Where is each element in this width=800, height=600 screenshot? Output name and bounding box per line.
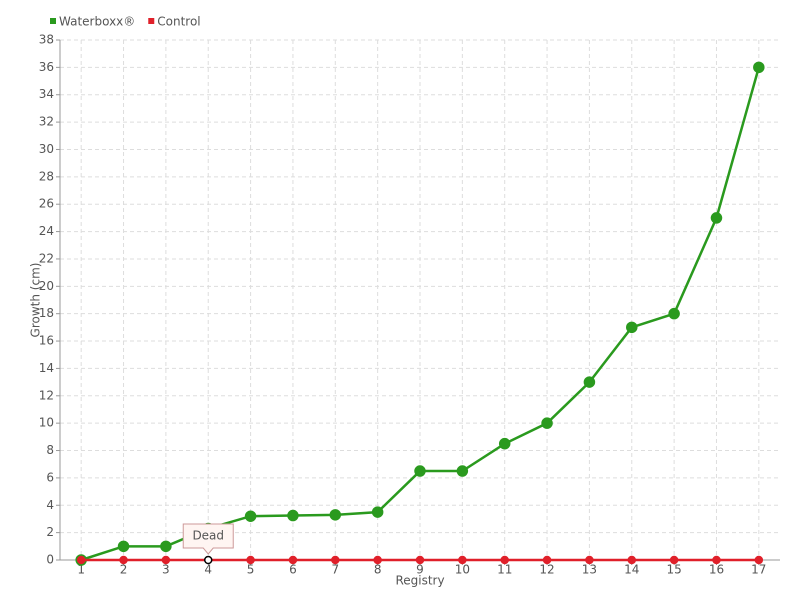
point: [500, 555, 509, 565]
y-tick-label: 0: [46, 553, 54, 567]
y-tick-label: 22: [39, 251, 54, 265]
y-tick-label: 20: [39, 279, 54, 293]
y-tick-label: 18: [39, 306, 54, 320]
legend-label: Control: [157, 15, 200, 29]
point: [331, 555, 340, 565]
x-tick-label: 6: [289, 563, 297, 577]
point: [288, 555, 298, 565]
point: [754, 555, 764, 565]
x-tick-label: 11: [497, 563, 512, 577]
point: [203, 555, 213, 565]
y-tick-label: 30: [39, 142, 54, 156]
point: [244, 510, 257, 522]
x-tick-label: 1: [77, 563, 85, 577]
y-tick-label: 14: [39, 361, 54, 375]
point: [160, 540, 172, 553]
point: [161, 555, 171, 565]
point: [627, 555, 637, 565]
point: [76, 555, 86, 565]
point: [668, 307, 680, 320]
y-tick-label: 2: [46, 525, 54, 539]
x-tick-label: 3: [162, 563, 170, 577]
y-tick-label: 12: [39, 388, 54, 402]
y-tick-label: 28: [39, 169, 54, 183]
x-tick-label: 12: [539, 563, 554, 577]
y-tick-label: 36: [39, 60, 54, 74]
point: [329, 509, 342, 521]
tooltip-box: [182, 523, 234, 555]
x-tick-label: 13: [582, 563, 597, 577]
point: [542, 555, 552, 565]
point: [669, 555, 679, 565]
point: [117, 540, 130, 553]
point: [415, 555, 425, 565]
point: [456, 465, 469, 477]
y-tick-label: 4: [46, 498, 54, 512]
x-tick-label: 7: [331, 563, 339, 577]
point: [753, 61, 765, 74]
y-tick-label: 24: [39, 224, 54, 238]
y-tick-label: 16: [39, 334, 54, 348]
point: [583, 376, 596, 388]
point: [541, 417, 553, 429]
point: [626, 321, 638, 334]
x-tick-label: 9: [416, 563, 424, 577]
point: [287, 509, 299, 522]
x-axis-title: Registry: [395, 574, 444, 588]
x-tick-label: 14: [624, 563, 639, 577]
point: [458, 555, 467, 565]
point: [119, 555, 128, 565]
point: [498, 437, 511, 450]
y-tick-label: 26: [39, 197, 54, 211]
point: [371, 506, 384, 518]
point: [585, 555, 594, 565]
x-tick-label: 4: [204, 563, 212, 577]
x-tick-label: 16: [709, 563, 724, 577]
x-tick-label: 8: [374, 563, 382, 577]
legend-swatch: [148, 18, 155, 24]
x-tick-label: 5: [247, 563, 255, 577]
y-tick-label: 10: [39, 416, 54, 430]
x-tick-label: 17: [751, 563, 766, 577]
legend-label: Waterboxx®: [59, 15, 135, 29]
point: [373, 555, 382, 565]
y-tick-label: 38: [39, 33, 54, 47]
y-tick-label: 32: [39, 115, 54, 129]
point: [712, 555, 721, 565]
point: [246, 555, 255, 565]
tooltip-text: Dead: [192, 529, 224, 543]
y-tick-label: 8: [46, 443, 54, 457]
y-tick-label: 34: [39, 87, 54, 101]
legend-swatch: [50, 18, 56, 24]
y-axis-title: Growth (cm): [29, 263, 43, 338]
point: [710, 212, 723, 224]
x-tick-label: 2: [120, 563, 128, 577]
y-tick-label: 6: [46, 470, 54, 484]
x-tick-label: 10: [455, 563, 470, 577]
x-tick-label: 15: [666, 563, 681, 577]
point: [414, 465, 426, 477]
